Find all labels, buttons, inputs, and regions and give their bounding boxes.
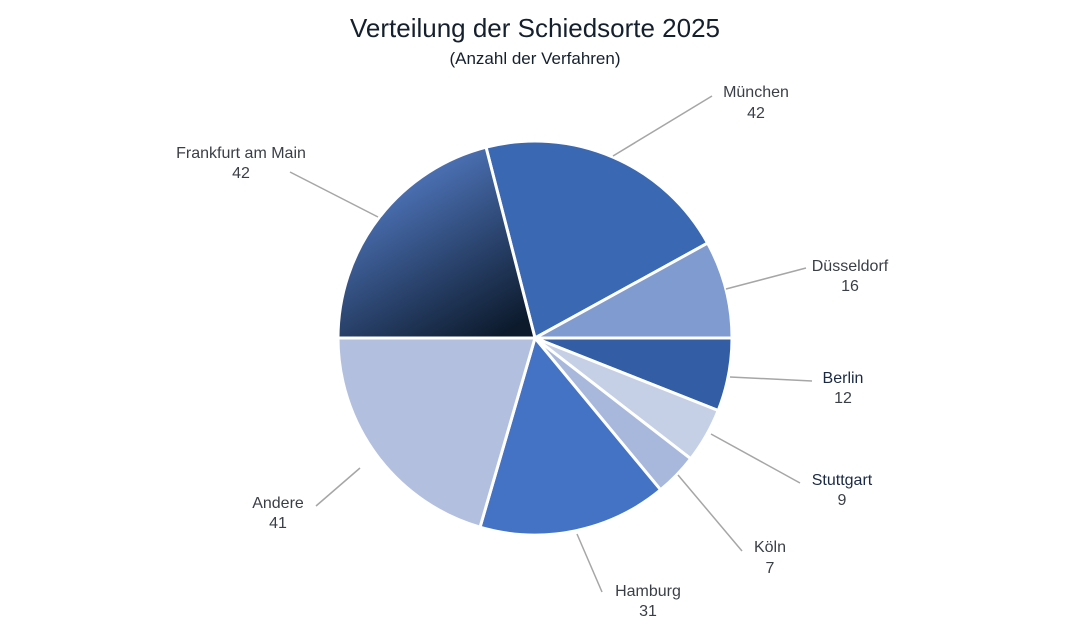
chart-subtitle: (Anzahl der Verfahren) xyxy=(449,49,620,68)
data-label-andere: Andere 41 xyxy=(252,495,304,532)
pie-slice-düsseldorf xyxy=(533,241,734,340)
data-label-duesseldorf: Düsseldorf 16 xyxy=(812,258,889,295)
pie-slice-münchen xyxy=(484,139,710,340)
label-name: Stuttgart xyxy=(812,472,873,489)
label-value: 7 xyxy=(766,560,775,577)
label-value: 41 xyxy=(269,515,287,532)
leader-line-stuttgart xyxy=(710,433,801,484)
label-name: Düsseldorf xyxy=(812,258,889,275)
label-name: Andere xyxy=(252,495,304,512)
data-label-muenchen: München 42 xyxy=(723,84,789,122)
leader-line-andere xyxy=(315,467,361,507)
label-name: Köln xyxy=(754,539,786,556)
data-label-frankfurt: Frankfurt am Main 42 xyxy=(176,145,306,182)
leader-line-koeln xyxy=(677,474,743,552)
chart-title: Verteilung der Schiedsorte 2025 xyxy=(350,13,720,43)
data-label-hamburg: Hamburg 31 xyxy=(615,583,681,620)
leader-line-berlin xyxy=(729,376,813,382)
leader-line-muenchen xyxy=(612,95,713,157)
leader-line-hamburg xyxy=(576,533,603,593)
pie-slice-hamburg xyxy=(478,336,663,537)
data-label-koeln: Köln 7 xyxy=(754,539,786,577)
label-value: 42 xyxy=(232,165,250,182)
data-label-berlin: Berlin 12 xyxy=(823,370,864,407)
label-name: München xyxy=(723,84,789,101)
label-value: 9 xyxy=(838,492,847,509)
label-value: 16 xyxy=(841,278,859,295)
pie-slice-frankfurt-am-main xyxy=(336,145,537,340)
leader-line-duesseldorf xyxy=(725,267,807,290)
data-label-stuttgart: Stuttgart 9 xyxy=(812,472,873,509)
pie-slice-andere xyxy=(336,336,537,529)
label-name: Frankfurt am Main xyxy=(176,145,306,162)
label-name: Berlin xyxy=(823,370,864,387)
leader-line-frankfurt xyxy=(289,171,379,218)
label-value: 42 xyxy=(747,105,765,122)
label-name: Hamburg xyxy=(615,583,681,600)
label-value: 12 xyxy=(834,390,852,407)
label-value: 31 xyxy=(639,603,657,620)
